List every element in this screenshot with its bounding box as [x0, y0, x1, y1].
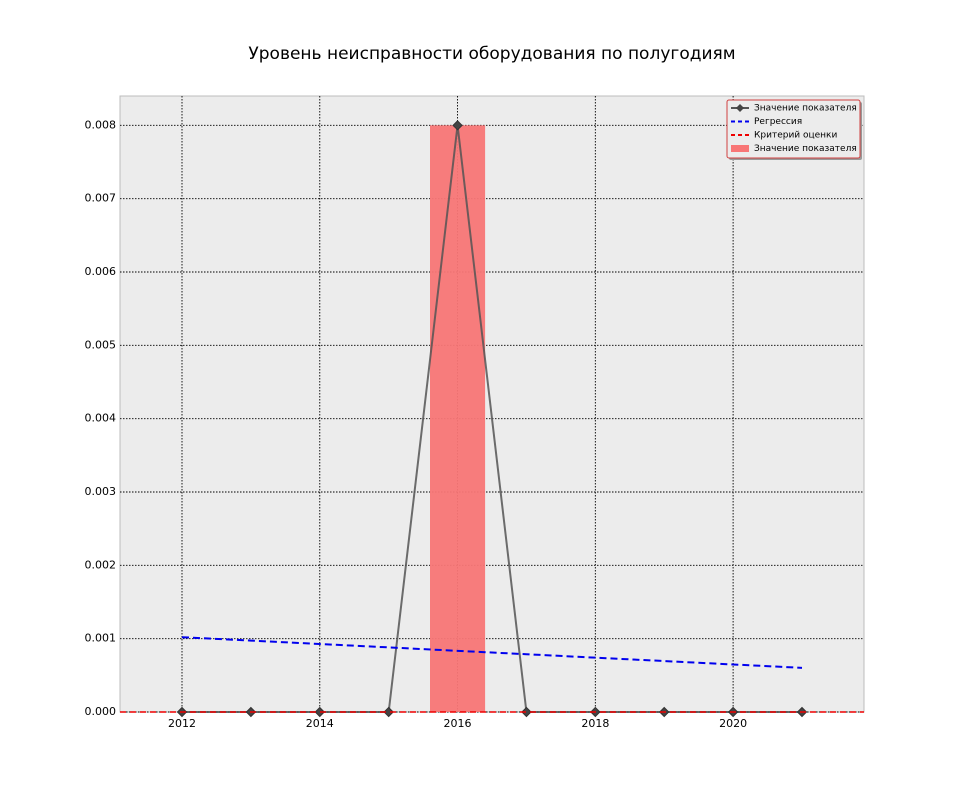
y-tick-label: 0.000: [85, 705, 117, 718]
x-tick-label: 2020: [719, 717, 747, 730]
legend-label: Значение показателя: [754, 144, 857, 154]
legend-bar-swatch: [731, 145, 749, 152]
data-point: [383, 706, 394, 718]
chart-title: Уровень неисправности оборудования по по…: [248, 44, 735, 64]
legend-box: [726, 99, 861, 159]
legend: Значение показателя Регрессия Критерий оце…: [726, 99, 862, 160]
y-tick-label: 0.002: [85, 558, 117, 571]
legend-marker: [736, 104, 744, 112]
y-tick-label: 0.001: [85, 632, 117, 645]
y-tick-label: 0.004: [85, 412, 117, 425]
grid: [120, 96, 864, 713]
data-point: [314, 706, 325, 718]
x-tick-label: 2014: [306, 717, 334, 730]
line-series: [120, 120, 864, 718]
x-tick-label: 2016: [444, 717, 472, 730]
legend-label: Значение показателя: [754, 104, 857, 114]
legend-label: Критерий оценки: [754, 131, 837, 141]
data-point: [521, 706, 532, 718]
y-tick-label: 0.005: [85, 338, 117, 351]
y-tick-label: 0.006: [85, 265, 117, 278]
y-tick-label: 0.008: [85, 118, 117, 131]
data-point: [452, 120, 463, 131]
regression-line: [181, 636, 803, 669]
axis-ticks: 2012 2014 2016 2018 2020 0.000 0.001 0.002 0.003…: [85, 118, 748, 730]
y-tick-label: 0.007: [85, 192, 117, 205]
legend-label: Регрессия: [754, 117, 802, 127]
y-tick-label: 0.003: [85, 485, 117, 498]
bar-series: [430, 125, 486, 713]
x-tick-label: 2018: [581, 717, 609, 730]
x-tick-label: 2012: [168, 717, 196, 730]
bar: [430, 125, 486, 713]
plot-area: [119, 95, 865, 713]
